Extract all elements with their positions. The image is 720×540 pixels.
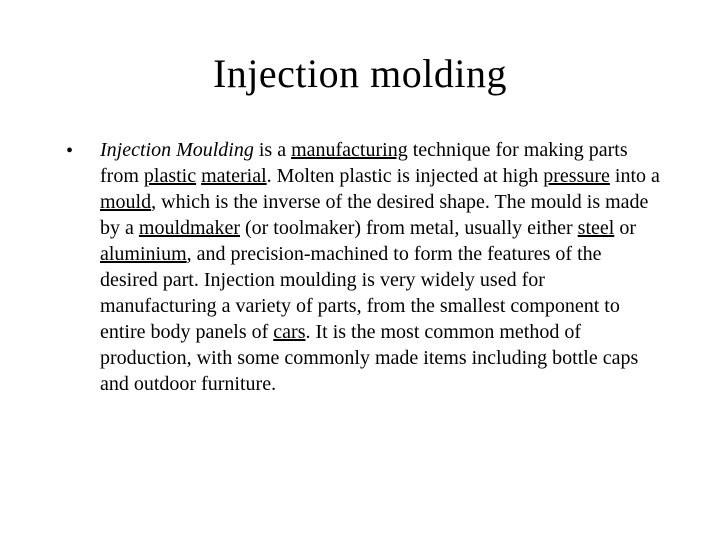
- link-pressure[interactable]: pressure: [543, 165, 610, 187]
- text-seg: . Molten plastic is injected at high: [267, 165, 544, 187]
- link-mould[interactable]: mould: [100, 191, 151, 213]
- term-injection-moulding: Injection Moulding: [100, 139, 254, 161]
- link-plastic[interactable]: plastic: [144, 165, 196, 187]
- link-manufacturing[interactable]: manufacturing: [291, 139, 408, 161]
- text-seg: (or toolmaker) from metal, usually eithe…: [240, 217, 578, 239]
- text-seg: or: [614, 217, 636, 239]
- text-seg: is a: [254, 139, 291, 161]
- bullet-item: • Injection Moulding is a manufacturing …: [60, 137, 660, 397]
- text-seg: into a: [610, 165, 660, 187]
- link-cars[interactable]: cars: [273, 321, 305, 343]
- link-steel[interactable]: steel: [578, 217, 615, 239]
- link-mouldmaker[interactable]: mouldmaker: [139, 217, 240, 239]
- body-paragraph: Injection Moulding is a manufacturing te…: [100, 137, 660, 397]
- page-title: Injection molding: [60, 50, 660, 97]
- link-aluminium[interactable]: aluminium: [100, 243, 187, 265]
- slide-container: Injection molding • Injection Moulding i…: [0, 0, 720, 540]
- bullet-marker: •: [60, 137, 100, 165]
- link-material[interactable]: material: [201, 165, 267, 187]
